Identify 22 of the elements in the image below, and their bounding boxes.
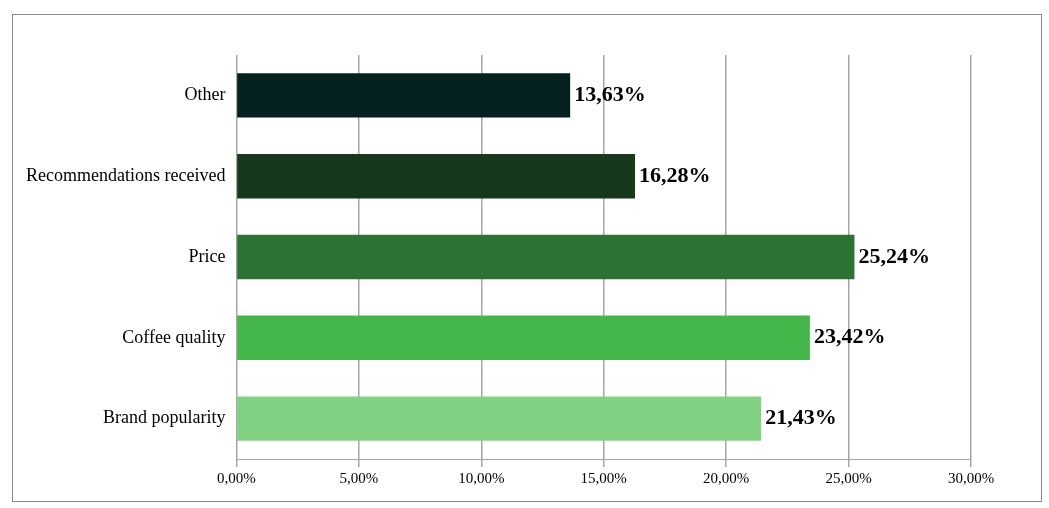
data-label: 23,42%: [813, 323, 886, 349]
y-tick-label: Other: [184, 84, 226, 105]
y-tick-label: Price: [188, 245, 226, 266]
bar: [237, 153, 636, 199]
x-tick-label: 15,00%: [580, 469, 627, 486]
y-tick-label: Brand popularity: [102, 407, 226, 428]
data-label: 25,24%: [858, 242, 930, 268]
x-tick-label: 10,00%: [458, 469, 505, 486]
data-label: 13,63%: [574, 81, 646, 107]
x-tick-label: 25,00%: [825, 469, 872, 486]
x-tick-label: 20,00%: [703, 469, 750, 486]
bar: [237, 396, 762, 441]
x-tick-label: 0,00%: [217, 469, 256, 486]
data-label: 16,28%: [639, 161, 711, 187]
bar: [237, 315, 810, 361]
bar: [237, 73, 571, 118]
data-label: 21,43%: [765, 404, 837, 430]
y-tick-label: Recommendations received: [25, 164, 226, 185]
y-tick-label: Coffee quality: [122, 326, 226, 347]
x-tick-label: 30,00%: [947, 469, 995, 486]
bar: [237, 234, 855, 280]
x-tick-label: 5,00%: [339, 469, 379, 486]
